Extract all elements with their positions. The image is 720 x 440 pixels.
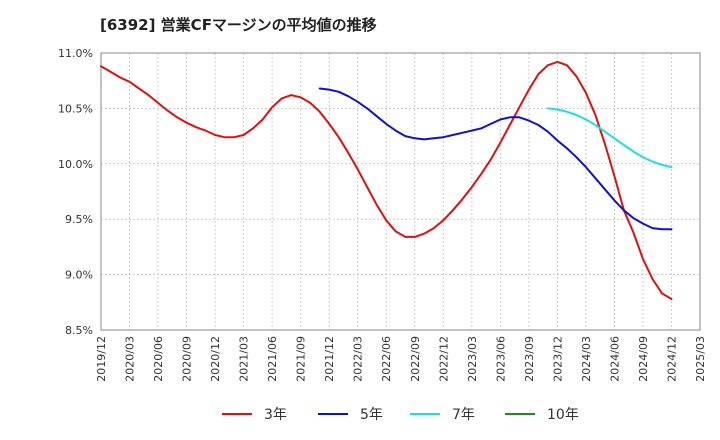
x-tick-label: 2020/12 xyxy=(209,336,222,382)
series-line-3 xyxy=(546,107,673,169)
y-tick-label: 10.0% xyxy=(58,158,93,171)
x-tick-label: 2025/03 xyxy=(694,336,707,382)
x-tick-label: 2023/12 xyxy=(551,336,564,382)
x-tick-label: 2024/09 xyxy=(637,336,650,382)
y-tick-label: 11.0% xyxy=(58,47,93,60)
x-tick-label: 2020/03 xyxy=(124,336,137,382)
x-tick-label: 2020/06 xyxy=(152,336,165,382)
x-tick-label: 2024/12 xyxy=(665,336,678,382)
y-tick-label: 8.5% xyxy=(65,324,93,337)
legend-label-4: 10年 xyxy=(547,407,579,423)
chart-title: [6392] 営業CFマージンの平均値の推移 xyxy=(100,16,377,34)
y-tick-label: 10.5% xyxy=(58,102,93,115)
series-line-1 xyxy=(100,60,673,300)
x-tick-label: 2022/09 xyxy=(409,336,422,382)
x-tick-label: 2021/03 xyxy=(238,336,251,382)
legend-label-3: 7年 xyxy=(452,407,475,423)
x-tick-label: 2020/09 xyxy=(181,336,194,382)
x-tick-label: 2022/06 xyxy=(380,336,393,382)
x-tick-label: 2022/12 xyxy=(437,336,450,382)
x-tick-label: 2024/06 xyxy=(608,336,621,382)
series-line-2 xyxy=(318,87,673,231)
x-tick-label: 2023/09 xyxy=(523,336,536,382)
legend-label-2: 5年 xyxy=(360,407,383,423)
x-tick-label: 2021/12 xyxy=(323,336,336,382)
plot-area xyxy=(101,53,700,330)
y-tick-label: 9.5% xyxy=(65,213,93,226)
x-tick-label: 2023/03 xyxy=(466,336,479,382)
x-tick-label: 2021/06 xyxy=(266,336,279,382)
x-tick-label: 2021/09 xyxy=(295,336,308,382)
y-tick-label: 9.0% xyxy=(65,269,93,282)
x-tick-label: 2022/03 xyxy=(352,336,365,382)
legend-label-1: 3年 xyxy=(264,407,287,423)
x-tick-label: 2019/12 xyxy=(95,336,108,382)
x-tick-label: 2024/03 xyxy=(580,336,593,382)
x-tick-label: 2023/06 xyxy=(494,336,507,382)
plot-frame xyxy=(100,52,701,331)
